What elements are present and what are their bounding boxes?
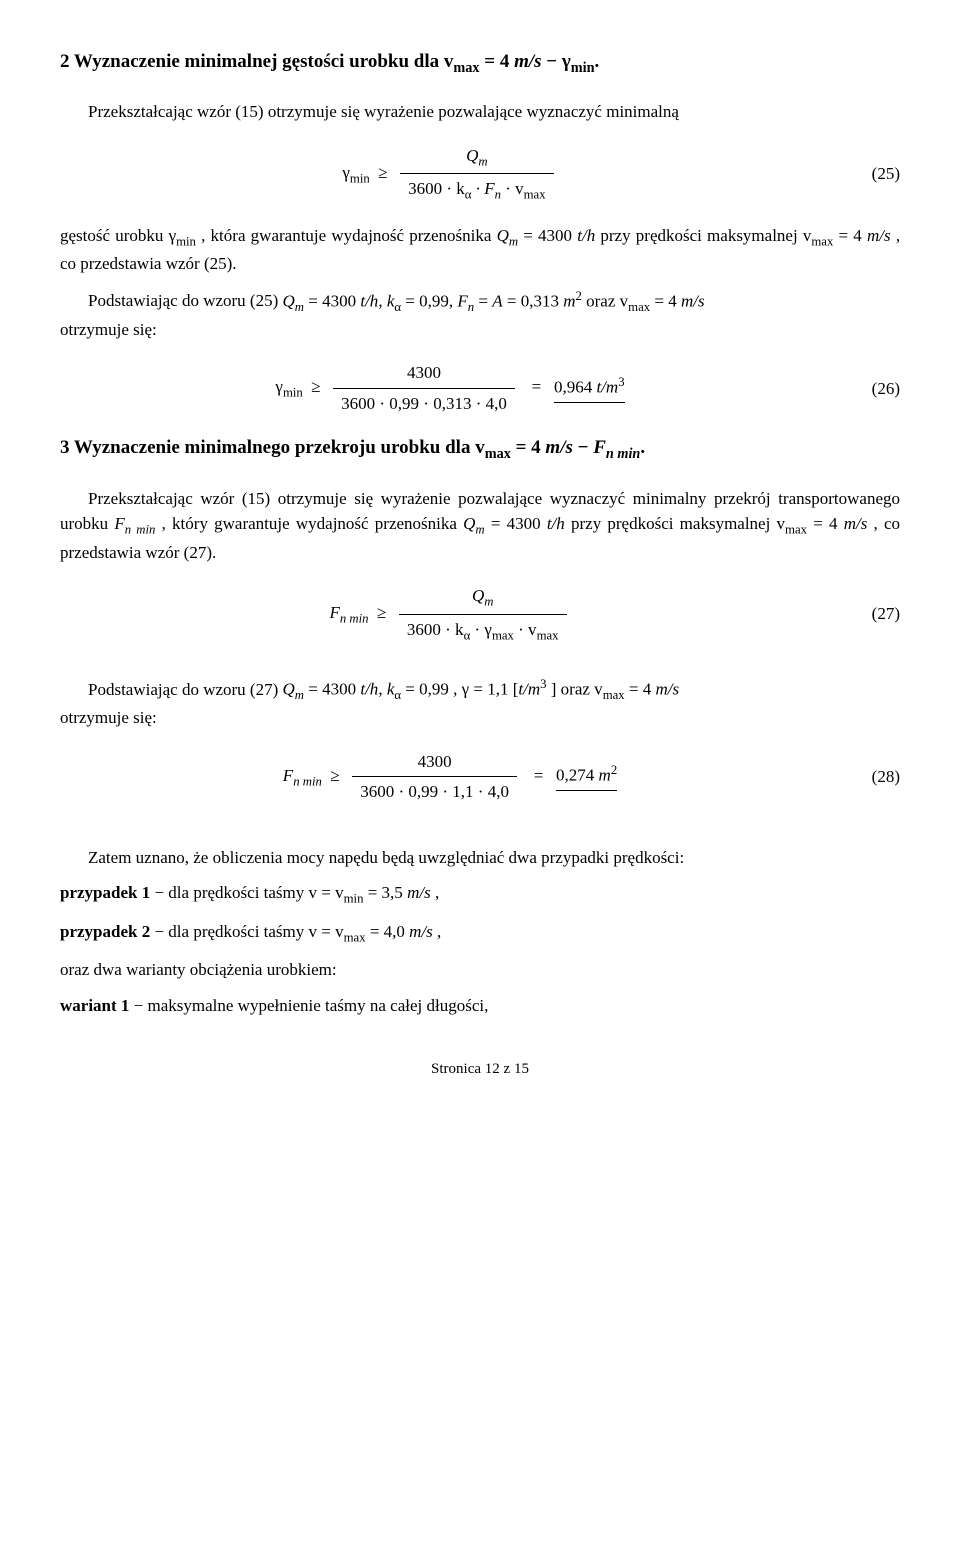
equation-27: Fn min ≥ Qm 3600 · kα · γmax · vmax (27) bbox=[60, 583, 900, 645]
paragraph-4: Przekształcając wzór (15) otrzymuje się … bbox=[60, 486, 900, 566]
paragraph-7: oraz dwa warianty obciążenia urobkiem: bbox=[60, 957, 900, 983]
heading-dash: − γ bbox=[546, 51, 570, 72]
paragraph-2: gęstość urobku γmin , która gwarantuje w… bbox=[60, 223, 900, 277]
equation-25: γmin ≥ Qm 3600 · kα · Fn · vmax (25) bbox=[60, 143, 900, 205]
page-footer: Stronica 12 z 15 bbox=[60, 1058, 900, 1081]
equation-number-28: (28) bbox=[840, 764, 900, 790]
heading-unit: m/s bbox=[514, 51, 541, 72]
paragraph-6: Zatem uznano, że obliczenia mocy napędu … bbox=[60, 845, 900, 871]
equation-28: Fn min ≥ 4300 3600 · 0,99 · 1,1 · 4,0 = … bbox=[60, 749, 900, 805]
heading-text: 2 Wyznaczenie minimalnej gęstości urobku… bbox=[60, 51, 453, 72]
equation-26: γmin ≥ 4300 3600 · 0,99 · 0,313 · 4,0 = … bbox=[60, 360, 900, 416]
paragraph-1: Przekształcając wzór (15) otrzymuje się … bbox=[60, 99, 900, 125]
heading-cond: = 4 bbox=[484, 51, 509, 72]
equation-number-25: (25) bbox=[840, 161, 900, 187]
paragraph-5: Podstawiając do wzoru (27) Qm = 4300 t/h… bbox=[60, 675, 900, 731]
paragraph-3: Podstawiając do wzoru (25) Qm = 4300 t/h… bbox=[60, 287, 900, 343]
equation-number-26: (26) bbox=[840, 376, 900, 402]
equation-number-27: (27) bbox=[840, 601, 900, 627]
case-1: przypadek 1 − dla prędkości taśmy v = vm… bbox=[60, 880, 900, 909]
section-3-heading: 3 Wyznaczenie minimalnego przekroju urob… bbox=[60, 434, 900, 465]
case-2: przypadek 2 − dla prędkości taśmy v = vm… bbox=[60, 919, 900, 948]
section-2-heading: 2 Wyznaczenie minimalnej gęstości urobku… bbox=[60, 48, 900, 79]
variant-1: wariant 1 − maksymalne wypełnienie taśmy… bbox=[60, 993, 900, 1019]
